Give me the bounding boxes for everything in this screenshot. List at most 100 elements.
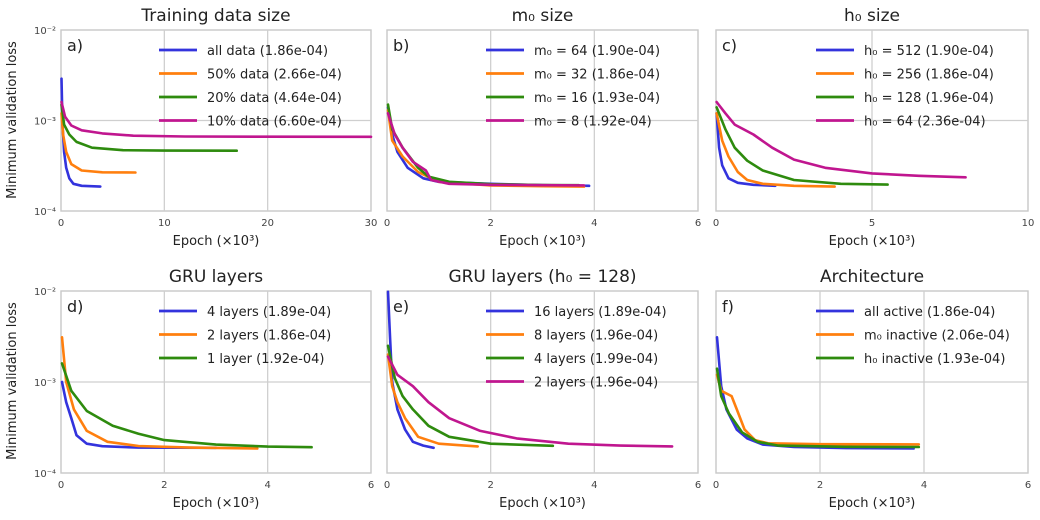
legend-entry: 50% data (2.66e-04)	[207, 68, 342, 83]
series-line-3	[715, 367, 921, 449]
series-line-4	[715, 100, 967, 179]
x-tick-label: 4	[591, 480, 597, 491]
legend-entry: all data (1.86e-04)	[207, 44, 328, 59]
x-axis-label: Epoch (×10³)	[829, 234, 916, 249]
x-axis-label: Epoch (×10³)	[173, 234, 260, 249]
legend: all data (1.86e-04) 50% data (2.66e-04) 20…	[159, 44, 342, 130]
legend: all active (1.86e-04) m₀ inactive (2.06e-…	[816, 305, 1010, 367]
x-tick-label: 0	[713, 480, 719, 491]
x-tick-label: 0	[384, 480, 390, 491]
x-tick-label: 20	[261, 218, 274, 229]
y-axis-label-top: Minimum validation loss	[5, 41, 20, 199]
series-line-4	[60, 100, 373, 139]
x-tick-label: 0	[58, 480, 64, 491]
legend: h₀ = 512 (1.90e-04) h₀ = 256 (1.86e-04) h₀…	[816, 44, 994, 130]
legend-entry: 10% data (6.60e-04)	[207, 115, 342, 130]
x-tick-label: 4	[921, 480, 927, 491]
panel-c: 0 5 10 c) h₀ size Epoch (×10³) h₀ = 512 (1.90e…	[713, 6, 1035, 249]
panel-title: Training data size	[140, 6, 290, 26]
series-line-2	[715, 373, 921, 446]
legend: 16 layers (1.89e-04) 8 layers (1.96e-04) 4…	[486, 305, 667, 391]
x-tick-label: 2	[487, 218, 493, 229]
panel-title: Architecture	[820, 267, 924, 287]
x-tick-label: 0	[384, 218, 390, 229]
y-tick-label: 10⁻²	[34, 26, 56, 37]
series-line-3	[60, 362, 313, 449]
legend-entry: 20% data (4.64e-04)	[207, 91, 342, 106]
legend-entry: all active (1.86e-04)	[864, 305, 995, 320]
legend-entry: 4 layers (1.99e-04)	[534, 352, 658, 367]
legend-entry: 4 layers (1.89e-04)	[207, 305, 331, 320]
x-tick-label: 4	[591, 218, 597, 229]
series-line-4	[386, 355, 674, 448]
legend-entry: h₀ = 128 (1.96e-04)	[864, 91, 994, 106]
panel-label: f)	[722, 297, 734, 316]
legend: 4 layers (1.89e-04) 2 layers (1.86e-04) 1 …	[159, 305, 331, 367]
series-line-3	[715, 106, 889, 186]
panel-title: h₀ size	[844, 6, 900, 26]
legend-entry: m₀ inactive (2.06e-04)	[864, 329, 1010, 344]
series-line-2	[60, 336, 259, 450]
series-line-1	[60, 380, 218, 450]
legend-entry: h₀ = 512 (1.90e-04)	[864, 44, 994, 59]
series-line-2	[60, 112, 137, 174]
series-line-2	[386, 353, 479, 448]
legend-entry: h₀ = 256 (1.86e-04)	[864, 68, 994, 83]
legend-entry: 8 layers (1.96e-04)	[534, 329, 658, 344]
x-tick-label: 30	[365, 218, 378, 229]
x-axis-label: Epoch (×10³)	[173, 496, 260, 511]
legend-entry: 2 layers (1.86e-04)	[207, 329, 331, 344]
legend-entry: 16 layers (1.89e-04)	[534, 305, 667, 320]
y-tick-label: 10⁻²	[34, 287, 56, 298]
series-line-1	[386, 290, 435, 450]
x-tick-label: 5	[869, 218, 875, 229]
x-tick-label: 2	[161, 480, 167, 491]
x-tick-label: 2	[487, 480, 493, 491]
panel-d: 0 2 4 6 10⁻⁴ 10⁻³ 10⁻² d) GRU layers Epoch (×10³)…	[34, 267, 374, 511]
x-tick-label: 6	[695, 480, 701, 491]
panel-e: 0 2 4 6 e) GRU layers (h₀ = 128) Epoch (×10³) 1…	[384, 267, 701, 511]
legend-entry: m₀ = 32 (1.86e-04)	[534, 68, 660, 83]
x-axis-label: Epoch (×10³)	[499, 496, 586, 511]
legend-entry: m₀ = 16 (1.93e-04)	[534, 91, 660, 106]
panel-label: d)	[67, 297, 83, 316]
x-axis-label: Epoch (×10³)	[829, 496, 916, 511]
x-tick-label: 10	[158, 218, 171, 229]
x-tick-label: 10	[1022, 218, 1035, 229]
x-tick-label: 0	[58, 218, 64, 229]
legend-entry: m₀ = 8 (1.92e-04)	[534, 115, 652, 130]
x-tick-label: 6	[368, 480, 374, 491]
panel-b: 0 2 4 6 b) m₀ size Epoch (×10³) m₀ = 64 (1.90e-…	[384, 6, 701, 249]
series-line-3	[60, 103, 238, 152]
panel-label: a)	[67, 36, 83, 55]
panel-title: m₀ size	[512, 6, 574, 26]
panel-a: 0 10 20 30 10⁻⁴ 10⁻³ 10⁻² a) Training data size E…	[34, 6, 377, 249]
panel-f: 0 2 4 6 f) Architecture Epoch (×10³) all active…	[713, 267, 1031, 511]
y-tick-label: 10⁻³	[34, 117, 56, 128]
y-axis-label-bottom: Minimum validation loss	[5, 302, 20, 460]
x-tick-label: 4	[264, 480, 270, 491]
legend-entry: h₀ inactive (1.93e-04)	[864, 352, 1005, 367]
y-tick-label: 10⁻⁴	[34, 207, 56, 218]
panel-title: GRU layers (h₀ = 128)	[448, 267, 636, 287]
series-line-4	[386, 112, 586, 187]
x-tick-label: 6	[695, 218, 701, 229]
y-tick-label: 10⁻³	[34, 378, 56, 389]
legend: m₀ = 64 (1.90e-04) m₀ = 32 (1.86e-04) m₀ =…	[486, 44, 660, 130]
series-line-1	[715, 112, 777, 188]
legend-entry: 1 layer (1.92e-04)	[207, 352, 324, 367]
x-tick-label: 2	[817, 480, 823, 491]
x-tick-label: 6	[1025, 480, 1031, 491]
series-line-3	[386, 344, 555, 448]
legend-entry: m₀ = 64 (1.90e-04)	[534, 44, 660, 59]
panel-label: e)	[393, 297, 409, 316]
panel-label: c)	[722, 36, 737, 55]
legend-entry: h₀ = 64 (2.36e-04)	[864, 115, 986, 130]
x-axis-label: Epoch (×10³)	[499, 234, 586, 249]
x-tick-label: 0	[713, 218, 719, 229]
y-tick-label: 10⁻⁴	[34, 469, 56, 480]
series-line-2	[715, 112, 836, 188]
legend-entry: 2 layers (1.96e-04)	[534, 376, 658, 391]
panel-title: GRU layers	[169, 267, 263, 287]
